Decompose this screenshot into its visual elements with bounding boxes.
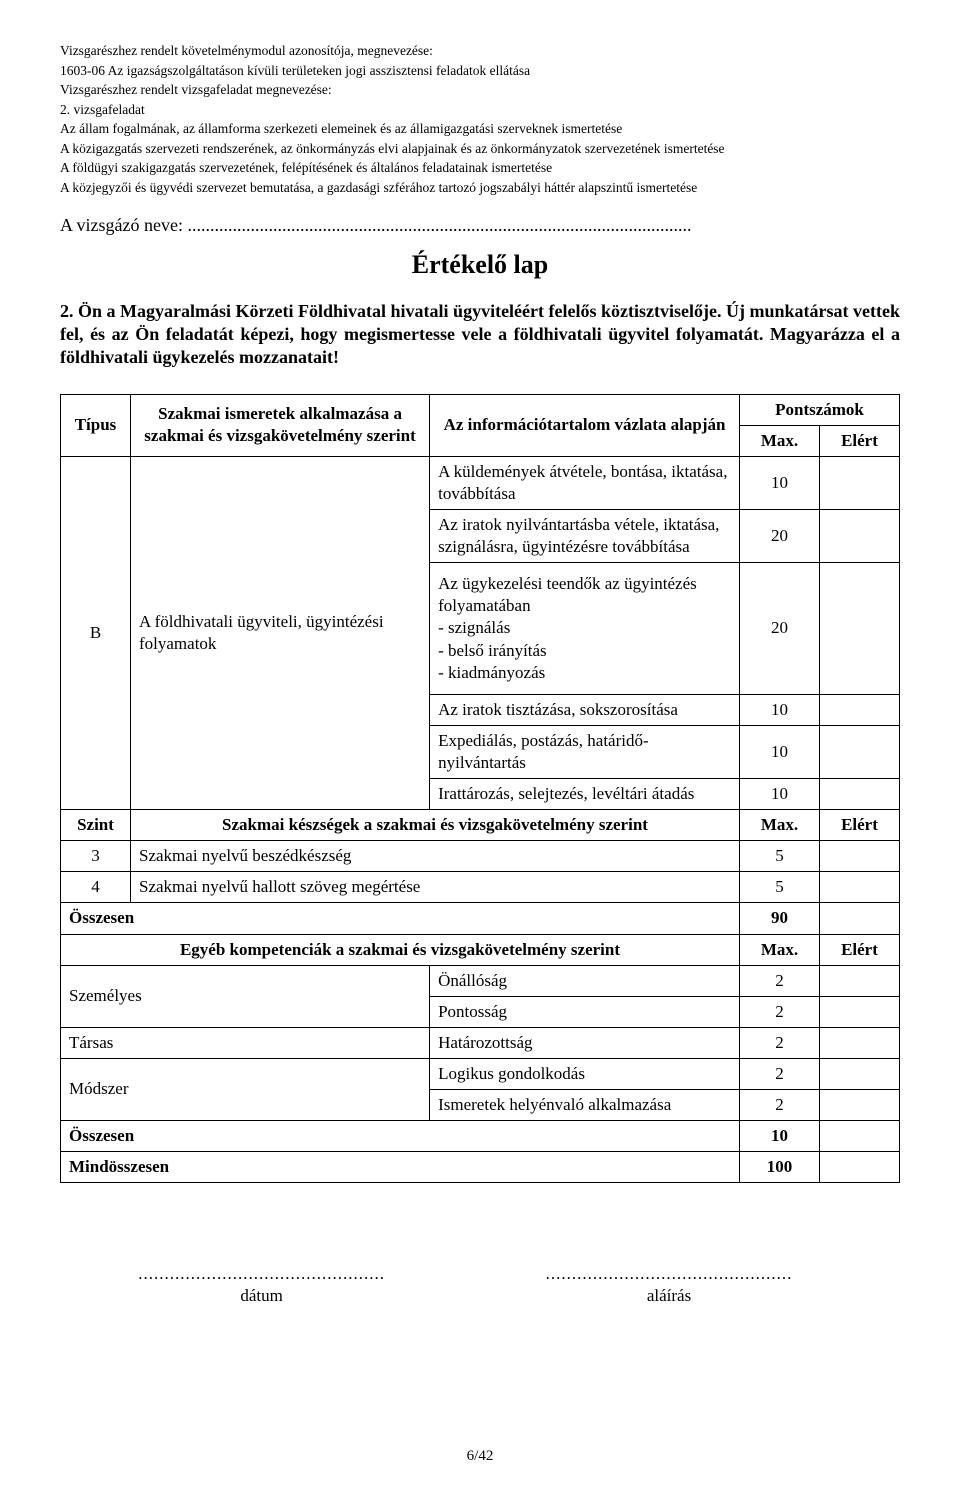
row6-label: Irattározás, selejtezés, levéltári átadá…	[430, 779, 740, 810]
e2a-max: 2	[740, 1027, 820, 1058]
mindosszesen-label: Mindösszesen	[61, 1152, 740, 1183]
osszesen2-val: 10	[740, 1121, 820, 1152]
row3-elert	[820, 563, 900, 694]
s2-n: 4	[61, 872, 131, 903]
col-tipus: Típus	[61, 394, 131, 456]
s1-label: Szakmai nyelvű beszédkészség	[131, 841, 740, 872]
header-line-2: 1603-06 Az igazságszolgáltatáson kívüli …	[60, 62, 900, 80]
col-szakmai: Szakmai ismeretek alkalmazása a szakmai …	[131, 394, 430, 456]
e1b-label: Pontosság	[430, 996, 740, 1027]
row4-label: Az iratok tisztázása, sokszorosítása	[430, 694, 740, 725]
e3b-label: Ismeretek helyénvaló alkalmazása	[430, 1089, 740, 1120]
row1-label: A küldemények átvétele, bontása, iktatás…	[430, 456, 740, 509]
col-info: Az információtartalom vázlata alapján	[430, 394, 740, 456]
e1a-max: 2	[740, 965, 820, 996]
mindosszesen-val: 100	[740, 1152, 820, 1183]
e3b-elert	[820, 1089, 900, 1120]
row1-elert	[820, 456, 900, 509]
row1-max: 10	[740, 456, 820, 509]
e3b-max: 2	[740, 1089, 820, 1120]
task-text: 2. Ön a Magyaralmási Körzeti Földhivatal…	[60, 300, 900, 370]
col-elert: Elért	[820, 425, 900, 456]
header-line-7: A földügyi szakigazgatás szervezetének, …	[60, 159, 900, 177]
col-max: Max.	[740, 425, 820, 456]
szint-max: Max.	[740, 810, 820, 841]
header-line-1: Vizsgarészhez rendelt követelménymodul a…	[60, 42, 900, 60]
s1-elert	[820, 841, 900, 872]
osszesen1-label: Összesen	[61, 903, 740, 934]
signature-row: ........................................…	[60, 1263, 900, 1307]
e2a-label: Határozottság	[430, 1027, 740, 1058]
header-line-6: A közigazgatás szervezeti rendszerének, …	[60, 140, 900, 158]
s1-n: 3	[61, 841, 131, 872]
date-label: dátum	[240, 1286, 283, 1305]
s2-elert	[820, 872, 900, 903]
row5-elert	[820, 725, 900, 778]
header-block: Vizsgarészhez rendelt követelménymodul a…	[60, 42, 900, 196]
row3-label: Az ügykezelési teendők az ügyintézés fol…	[430, 563, 740, 694]
page-number: 6/42	[60, 1447, 900, 1467]
osszesen2-label: Összesen	[61, 1121, 740, 1152]
szakmai-b: A földhivatali ügyviteli, ügyintézési fo…	[131, 456, 430, 809]
sign-dots: ........................................…	[546, 1264, 793, 1283]
e1b-max: 2	[740, 996, 820, 1027]
egyeb-elert: Elért	[820, 934, 900, 965]
mindosszesen-elert	[820, 1152, 900, 1183]
e2a-elert	[820, 1027, 900, 1058]
row5-max: 10	[740, 725, 820, 778]
e1-cat: Személyes	[61, 965, 430, 1027]
osszesen1-elert	[820, 903, 900, 934]
page-title: Értékelő lap	[60, 248, 900, 282]
osszesen2-elert	[820, 1121, 900, 1152]
e3a-max: 2	[740, 1058, 820, 1089]
s2-max: 5	[740, 872, 820, 903]
szint-label: Szint	[61, 810, 131, 841]
date-signature: ........................................…	[60, 1263, 463, 1307]
row6-max: 10	[740, 779, 820, 810]
row3-max: 20	[740, 563, 820, 694]
header-line-5: Az állam fogalmának, az államforma szerk…	[60, 120, 900, 138]
row2-max: 20	[740, 510, 820, 563]
szint-header: Szakmai készségek a szakmai és vizsgaköv…	[131, 810, 740, 841]
row4-max: 10	[740, 694, 820, 725]
evaluation-table: Típus Szakmai ismeretek alkalmazása a sz…	[60, 394, 900, 1184]
row6-elert	[820, 779, 900, 810]
sign-signature: ........................................…	[467, 1263, 870, 1307]
row5-label: Expediálás, postázás, határidő-nyilvánta…	[430, 725, 740, 778]
row4-elert	[820, 694, 900, 725]
e3-cat: Módszer	[61, 1058, 430, 1120]
e1a-elert	[820, 965, 900, 996]
s1-max: 5	[740, 841, 820, 872]
e2-cat: Társas	[61, 1027, 430, 1058]
examinee-name-label: A vizsgázó neve: .......................…	[60, 214, 900, 237]
szint-elert: Elért	[820, 810, 900, 841]
egyeb-max: Max.	[740, 934, 820, 965]
e3a-label: Logikus gondolkodás	[430, 1058, 740, 1089]
date-dots: ........................................…	[138, 1264, 385, 1283]
e1b-elert	[820, 996, 900, 1027]
row2-elert	[820, 510, 900, 563]
header-line-8: A közjegyzői és ügyvédi szervezet bemuta…	[60, 179, 900, 197]
col-pontszamok: Pontszámok	[740, 394, 900, 425]
tipus-b: B	[61, 456, 131, 809]
header-line-4: 2. vizsgafeladat	[60, 101, 900, 119]
sign-label: aláírás	[647, 1286, 691, 1305]
row2-label: Az iratok nyilvántartásba vétele, iktatá…	[430, 510, 740, 563]
egyeb-header: Egyéb kompetenciák a szakmai és vizsgakö…	[61, 934, 740, 965]
e3a-elert	[820, 1058, 900, 1089]
s2-label: Szakmai nyelvű hallott szöveg megértése	[131, 872, 740, 903]
osszesen1-val: 90	[740, 903, 820, 934]
e1a-label: Önállóság	[430, 965, 740, 996]
header-line-3: Vizsgarészhez rendelt vizsgafeladat megn…	[60, 81, 900, 99]
